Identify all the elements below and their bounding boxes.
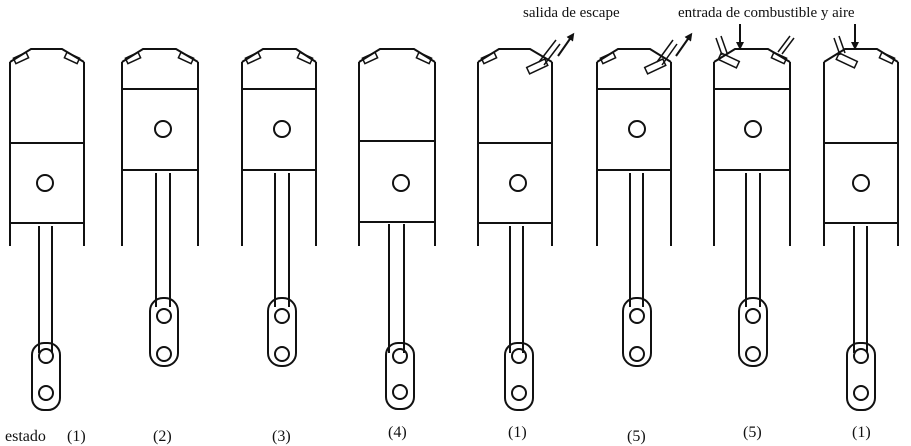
- connecting-rod: [31, 226, 61, 411]
- intake-annotation: entrada de combustible y aire: [678, 5, 855, 21]
- exhaust-annotation: salida de escape: [523, 5, 620, 21]
- connecting-rod: [504, 226, 534, 411]
- state-label-1: (1): [67, 428, 86, 445]
- cylinder-1: [9, 48, 85, 411]
- cylinder-6: [596, 32, 693, 367]
- state-label-7: (5): [743, 424, 762, 441]
- piston: [242, 88, 316, 171]
- exhaust-valve-icon: [643, 32, 693, 75]
- piston: [824, 142, 898, 224]
- connecting-rod: [846, 226, 876, 411]
- connecting-rod: [385, 224, 415, 410]
- piston: [122, 88, 198, 171]
- piston: [359, 140, 435, 223]
- state-label-6: (5): [627, 428, 646, 445]
- cylinder-7: [713, 24, 795, 367]
- state-label-3: (3): [272, 428, 291, 445]
- intake-valve-icon: [833, 24, 859, 69]
- connecting-rod: [622, 173, 652, 367]
- piston: [478, 142, 552, 224]
- piston: [714, 88, 790, 171]
- state-label-5: (1): [508, 424, 527, 441]
- connecting-rod: [149, 173, 179, 367]
- intake-valve-icon: [715, 24, 744, 69]
- state-label-4: (4): [388, 424, 407, 441]
- cylinder-2: [121, 48, 199, 367]
- piston: [597, 88, 671, 171]
- state-prefix-label: estado: [5, 428, 46, 445]
- connecting-rod: [267, 173, 297, 367]
- piston: [10, 142, 84, 224]
- exhaust-valve-icon: [525, 32, 575, 75]
- connecting-rod: [738, 173, 768, 367]
- state-label-8: (1): [852, 424, 871, 441]
- cylinder-4: [358, 48, 436, 410]
- state-label-2: (2): [153, 428, 172, 445]
- cylinder-8: [823, 24, 899, 411]
- cylinder-5: [477, 32, 575, 411]
- cylinder-3: [241, 48, 317, 367]
